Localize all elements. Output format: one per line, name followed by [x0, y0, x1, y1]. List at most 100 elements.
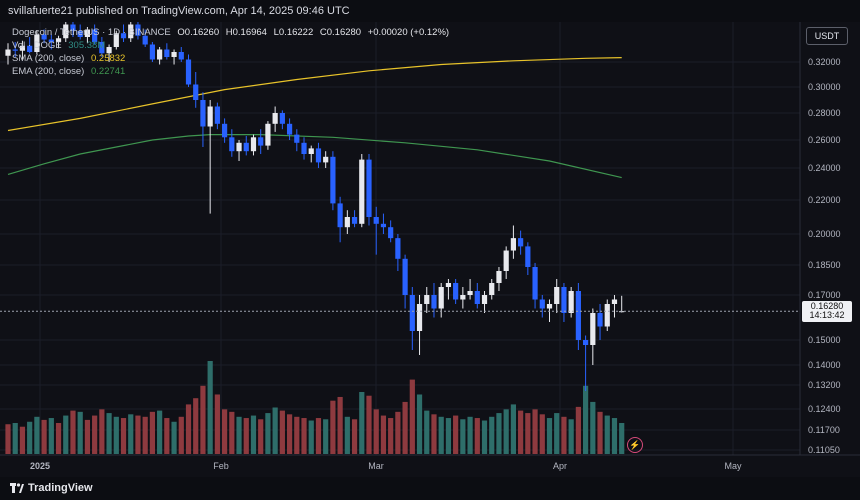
y-tick-label: 0.30000	[808, 82, 841, 92]
legend-high: H0.16964	[225, 27, 267, 38]
volume-bar	[525, 413, 531, 454]
candle-body	[518, 238, 524, 247]
legend-ema-value: 0.22741	[90, 66, 126, 77]
volume-bar	[597, 411, 603, 454]
candle-body	[525, 246, 531, 267]
candle-body	[19, 45, 26, 51]
flash-icon[interactable]: ⚡	[627, 437, 643, 453]
volume-bar	[503, 409, 509, 454]
volume-bar	[409, 379, 415, 454]
y-tick-label: 0.17000	[808, 290, 841, 300]
candle-body	[294, 134, 300, 143]
volume-bar	[575, 406, 581, 454]
legend-low: L0.16222	[273, 27, 314, 38]
candle-body	[286, 123, 293, 135]
candle-body	[142, 35, 148, 45]
volume-bar	[351, 419, 358, 454]
candle-body	[301, 142, 307, 154]
volume-bar	[185, 404, 192, 454]
legend-pair: Dogecoin / TetherUS · 1D · BINANCE	[12, 27, 171, 38]
candle-body	[41, 34, 47, 40]
volume-bar	[388, 418, 394, 454]
candle-body	[164, 49, 170, 57]
volume-bar	[279, 410, 285, 454]
volume-bar	[554, 413, 560, 454]
candle-body	[467, 291, 473, 295]
candle-body	[243, 142, 249, 152]
x-tick-label: Feb	[213, 461, 229, 471]
volume-bar	[583, 385, 589, 454]
volume-bar	[84, 419, 91, 454]
volume-bar	[344, 416, 350, 454]
volume-bar	[92, 415, 98, 454]
volume-bar	[453, 415, 459, 454]
candle-body	[70, 24, 76, 31]
candle-body	[416, 304, 423, 331]
volume-bar	[330, 400, 336, 454]
volume-bar	[178, 416, 184, 454]
y-tick-label: 0.12400	[808, 404, 841, 414]
candle-body	[106, 47, 112, 54]
candle-body	[55, 38, 62, 42]
volume-bar	[373, 409, 379, 454]
brand-name: TradingView	[28, 482, 93, 494]
volume-bar	[70, 410, 76, 454]
volume-bar	[12, 423, 18, 454]
candle-body	[604, 304, 610, 327]
volume-bar	[164, 418, 170, 454]
candle-body	[84, 29, 91, 37]
candle-body	[34, 34, 40, 52]
candle-body	[611, 299, 618, 304]
volume-bar	[19, 426, 26, 454]
candle-body	[214, 106, 220, 124]
candle-body	[453, 283, 459, 300]
volume-bar	[48, 418, 54, 454]
legend-sma-label: SMA (200, close)	[12, 53, 85, 64]
candle-body	[258, 137, 264, 146]
volume-bar	[250, 415, 257, 454]
candle-body	[92, 29, 98, 42]
candle-body	[48, 39, 54, 42]
legend-vol-value: 305.38M	[68, 40, 106, 51]
currency-selector[interactable]: USDT	[806, 27, 848, 45]
candle-body	[474, 291, 480, 304]
volume-bar	[120, 418, 127, 454]
volume-bar	[445, 418, 452, 454]
volume-bar	[611, 418, 618, 454]
candle-body	[27, 45, 33, 52]
volume-bar	[460, 419, 466, 454]
price-chart[interactable]: 0.32000 0.30000 0.28000 0.26000 0.24000 0.220…	[0, 22, 860, 477]
candle-body	[503, 250, 509, 271]
volume-bar	[431, 414, 437, 454]
candle-body	[5, 49, 11, 56]
legend-symbol-row: Dogecoin / TetherUS · 1D · BINANCE O0.16…	[12, 27, 453, 38]
volume-bar	[63, 415, 69, 454]
candle-body	[315, 148, 322, 163]
candle-body	[63, 24, 69, 39]
chart-area[interactable]: 0.32000 0.30000 0.28000 0.26000 0.24000 0.220…	[0, 22, 860, 477]
candle-body	[157, 49, 163, 60]
volume-bar	[236, 416, 242, 454]
candle-body	[380, 223, 387, 228]
candle-body	[438, 287, 444, 309]
candle-body	[373, 217, 379, 224]
y-tick-label: 0.14000	[808, 360, 841, 370]
volume-bar	[315, 418, 322, 454]
candle-body	[323, 156, 329, 163]
candle-body	[402, 258, 408, 295]
volume-bar	[395, 411, 401, 454]
volume-bar	[337, 396, 343, 454]
volume-bar	[496, 413, 502, 454]
y-tick-label: 0.13200	[808, 380, 841, 390]
y-tick-label: 0.22000	[808, 195, 841, 205]
header-bar: svillafuerte21 published on TradingView.…	[0, 0, 860, 22]
legend-volume-row: Vol · DOGE 305.38M	[12, 40, 109, 51]
volume-bar	[416, 394, 423, 454]
legend-vol-label: Vol · DOGE	[12, 40, 62, 51]
candle-body	[149, 44, 155, 60]
volume-bar	[489, 416, 495, 454]
candle-body	[575, 291, 581, 340]
candle-body	[77, 30, 83, 37]
candle-body	[546, 304, 553, 309]
candle-body	[250, 137, 257, 152]
